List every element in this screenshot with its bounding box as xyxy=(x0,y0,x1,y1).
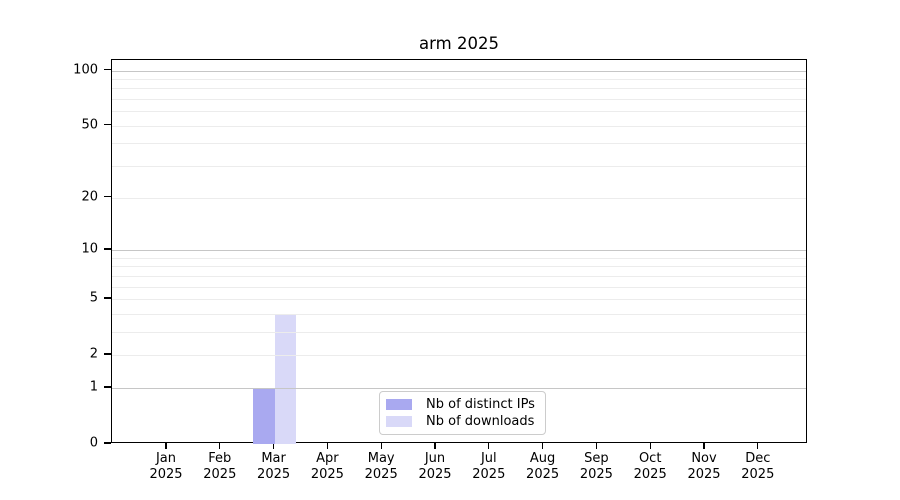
x-tick-label: May 2025 xyxy=(352,451,410,483)
gridline-major xyxy=(112,249,806,251)
y-tick-mark xyxy=(104,124,111,126)
x-tick-month: Mar xyxy=(261,451,286,466)
x-tick-label: Feb 2025 xyxy=(191,451,249,483)
gridline-minor xyxy=(112,331,806,333)
x-tick-year: 2025 xyxy=(633,467,667,482)
x-tick-label: Jun 2025 xyxy=(406,451,464,483)
x-tick-mark xyxy=(703,443,705,449)
y-tick-label: 10 xyxy=(81,241,98,257)
x-tick-month: May xyxy=(367,451,395,466)
x-tick-year: 2025 xyxy=(364,467,398,482)
gridline-minor xyxy=(112,125,806,127)
chart-title: arm 2025 xyxy=(419,34,499,53)
gridline-minor xyxy=(112,355,806,357)
y-tick-label: 20 xyxy=(81,189,98,205)
x-tick-label: Oct 2025 xyxy=(621,451,679,483)
bar-nb-of-downloads xyxy=(274,313,297,444)
x-tick-mark xyxy=(595,443,598,449)
y-tick-label: 2 xyxy=(89,346,98,362)
x-tick-year: 2025 xyxy=(257,467,291,482)
x-tick-label: Sep 2025 xyxy=(567,451,625,483)
gridline-minor xyxy=(112,275,806,277)
y-tick-mark xyxy=(104,386,111,388)
x-tick-mark xyxy=(649,443,651,449)
x-tick-label: Dec 2025 xyxy=(729,451,787,483)
x-tick-mark xyxy=(272,443,275,449)
y-tick-label: 1 xyxy=(89,379,98,395)
y-tick-mark xyxy=(104,68,111,71)
x-tick-month: Jun xyxy=(424,451,446,466)
x-tick-label: Aug 2025 xyxy=(514,451,572,483)
x-tick-month: Feb xyxy=(208,451,232,466)
x-tick-mark xyxy=(757,443,759,449)
gridline-minor xyxy=(112,166,806,168)
x-tick-month: Aug xyxy=(529,451,556,466)
x-tick-month: Oct xyxy=(638,451,662,466)
x-tick-mark xyxy=(380,443,382,449)
gridline-minor xyxy=(112,78,806,80)
x-tick-year: 2025 xyxy=(310,467,344,482)
x-tick-year: 2025 xyxy=(149,467,183,482)
x-tick-mark xyxy=(434,443,436,449)
x-tick-mark xyxy=(165,443,167,449)
x-tick-year: 2025 xyxy=(687,467,721,482)
gridline-minor xyxy=(112,88,806,90)
y-tick-mark xyxy=(104,442,111,444)
gridline-minor xyxy=(112,257,806,259)
x-tick-mark xyxy=(541,443,544,449)
x-tick-label: Jul 2025 xyxy=(460,451,518,483)
x-tick-month: Apr xyxy=(316,451,339,466)
legend-entry-nb-of-downloads: Nb of downloads xyxy=(386,414,537,429)
gridline-minor xyxy=(112,143,806,145)
legend-label: Nb of downloads xyxy=(426,414,535,429)
bar-nb-of-distinct-ips xyxy=(253,387,275,444)
x-tick-month: Jan xyxy=(155,451,177,466)
legend: Nb of distinct IPs Nb of downloads xyxy=(379,391,546,435)
x-tick-year: 2025 xyxy=(526,467,560,482)
legend-color-swatch xyxy=(386,416,412,427)
y-tick-mark xyxy=(104,195,111,198)
x-tick-label: Mar 2025 xyxy=(245,451,303,483)
y-tick-label: 50 xyxy=(81,117,98,133)
y-tick-mark xyxy=(104,353,111,355)
y-tick-label: 100 xyxy=(73,62,98,77)
gridline-minor xyxy=(112,197,806,199)
y-tick-label: 5 xyxy=(89,290,98,306)
x-tick-year: 2025 xyxy=(472,467,506,482)
legend-label: Nb of distinct IPs xyxy=(426,397,535,412)
legend-entry-nb-of-distinct-ips: Nb of distinct IPs xyxy=(386,397,537,412)
x-tick-month: Dec xyxy=(745,451,771,466)
gridline-minor xyxy=(112,111,806,113)
x-tick-year: 2025 xyxy=(418,467,452,482)
gridline-minor xyxy=(112,298,806,300)
gridline-minor xyxy=(112,286,806,288)
legend-color-swatch xyxy=(386,399,412,410)
gridline-major xyxy=(112,387,806,389)
y-tick-label: 0 xyxy=(89,435,98,451)
x-tick-month: Nov xyxy=(691,451,717,466)
gridline-major xyxy=(112,70,806,72)
x-tick-mark xyxy=(326,443,329,449)
x-tick-month: Sep xyxy=(584,451,609,466)
plot-area xyxy=(111,59,807,444)
x-tick-mark xyxy=(488,443,490,449)
gridline-minor xyxy=(112,266,806,268)
y-tick-mark xyxy=(104,297,111,299)
x-tick-month: Jul xyxy=(480,451,497,466)
x-tick-year: 2025 xyxy=(741,467,775,482)
gridline-minor xyxy=(112,313,806,315)
x-tick-label: Jan 2025 xyxy=(137,451,195,483)
y-tick-mark xyxy=(104,248,111,250)
x-tick-year: 2025 xyxy=(203,467,237,482)
x-tick-mark xyxy=(219,443,221,449)
x-tick-year: 2025 xyxy=(579,467,613,482)
x-tick-label: Apr 2025 xyxy=(298,451,356,483)
gridline-minor xyxy=(112,99,806,101)
x-tick-label: Nov 2025 xyxy=(675,451,733,483)
